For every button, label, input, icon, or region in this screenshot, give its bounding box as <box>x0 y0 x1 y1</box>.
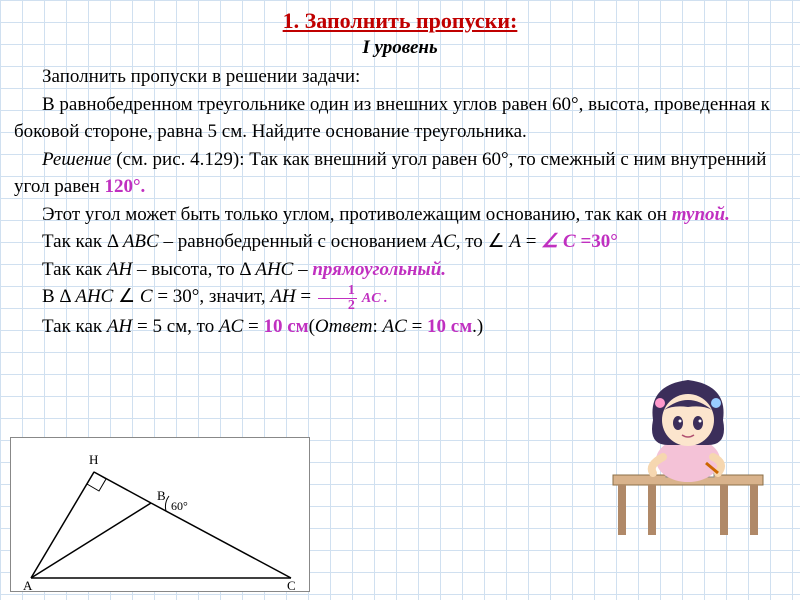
s5-c: ∠ <box>113 286 140 307</box>
angle-arc <box>165 496 169 511</box>
fill-5: 10 см <box>263 316 308 337</box>
s5-ac: AC . <box>359 291 388 306</box>
s6-j: = <box>407 316 427 337</box>
s4-e: – <box>293 259 312 280</box>
s6-a: Так как <box>42 316 107 337</box>
fraction-half: 12 <box>318 284 357 313</box>
eye-shine-r <box>699 420 702 423</box>
solution-label: Решение <box>42 149 112 170</box>
frac-numerator: 1 <box>318 284 357 299</box>
s6-c: = 5 см, то <box>132 316 219 337</box>
label-C: C <box>287 578 296 593</box>
girl-eye-right <box>693 416 703 430</box>
paragraph-solution-3: Так как Δ ABC – равнобедренный с основан… <box>14 228 786 256</box>
paragraph-solution-1: Решение (см. рис. 4.129): Так как внешни… <box>14 146 786 201</box>
label-H: H <box>89 452 98 467</box>
label-A: A <box>23 578 33 593</box>
paragraph-solution-4: Так как AH – высота, то Δ AHC – прямоуго… <box>14 256 786 284</box>
flower-1 <box>655 398 665 408</box>
s5-C: C <box>140 286 153 307</box>
s5-g: = <box>296 286 316 307</box>
paragraph-solution-6: Так как AH = 5 см, то AC = 10 см(Ответ: … <box>14 313 786 341</box>
fill-3a: ∠ C = <box>541 231 591 252</box>
sol2-text: Этот угол может быть только углом, проти… <box>42 204 672 225</box>
fill-2: тупой. <box>672 204 730 225</box>
girl-illustration <box>588 365 788 540</box>
line-ab <box>31 503 151 578</box>
paragraph-problem: В равнобедренном треугольнике один из вн… <box>14 91 786 146</box>
s3-a: Так как Δ <box>42 231 123 252</box>
right-angle-marker <box>87 472 106 491</box>
desk-leg-2 <box>750 485 758 535</box>
girl-eye-left <box>673 416 683 430</box>
s6-h: : <box>373 316 383 337</box>
line-bc <box>151 503 291 578</box>
fill-1: 120°. <box>104 176 145 197</box>
s6-ac: AC <box>219 316 243 337</box>
flower-2 <box>711 398 721 408</box>
diagram-svg: 60° A C B H <box>11 438 311 593</box>
girl-svg <box>588 365 788 540</box>
s3-g: = <box>521 231 541 252</box>
s3-abc: ABC <box>123 231 159 252</box>
frac-denominator: 2 <box>318 299 357 313</box>
answer-label: Ответ <box>315 316 373 337</box>
s6-e: = <box>243 316 263 337</box>
eye-shine-l <box>679 420 682 423</box>
fill-6: 10 см <box>427 316 472 337</box>
s5-ahc: AHC <box>75 286 113 307</box>
s5-a: В Δ <box>42 286 75 307</box>
desk-leg-4 <box>720 485 728 535</box>
s3-e: , то ∠ <box>456 231 510 252</box>
s3-c: – равнобедренный с основанием <box>159 231 432 252</box>
triangle-diagram: 60° A C B H <box>10 437 310 592</box>
desk-leg-1 <box>618 485 626 535</box>
paragraph-intro: Заполнить пропуски в решении задачи: <box>14 63 786 91</box>
s4-ah: AH <box>107 259 132 280</box>
paragraph-solution-2: Этот угол может быть только углом, проти… <box>14 201 786 229</box>
s4-ahc: AHC <box>255 259 293 280</box>
label-B: B <box>157 488 166 503</box>
s6-ah: AH <box>107 316 132 337</box>
s4-c: – высота, то Δ <box>132 259 255 280</box>
paragraph-solution-5: В Δ AHC ∠ C = 30°, значит, AH = 12 AC . <box>14 283 786 312</box>
s3-a2: A <box>509 231 521 252</box>
line-ah <box>31 472 94 578</box>
angle-label: 60° <box>171 499 188 513</box>
s5-ah: AH <box>270 286 295 307</box>
main-title: 1. Заполнить пропуски: <box>14 8 786 34</box>
s6-ac2: AC <box>383 316 407 337</box>
s5-e: = 30°, значит, <box>153 286 271 307</box>
content-area: 1. Заполнить пропуски: I уровень Заполни… <box>0 0 800 348</box>
s6-k: .) <box>472 316 483 337</box>
level-heading: I уровень <box>14 37 786 59</box>
s3-ac: AC <box>431 231 455 252</box>
desk-leg-3 <box>648 485 656 535</box>
fill-4: прямоугольный. <box>312 259 446 280</box>
s4-a: Так как <box>42 259 107 280</box>
fill-3b: 30° <box>591 231 618 252</box>
